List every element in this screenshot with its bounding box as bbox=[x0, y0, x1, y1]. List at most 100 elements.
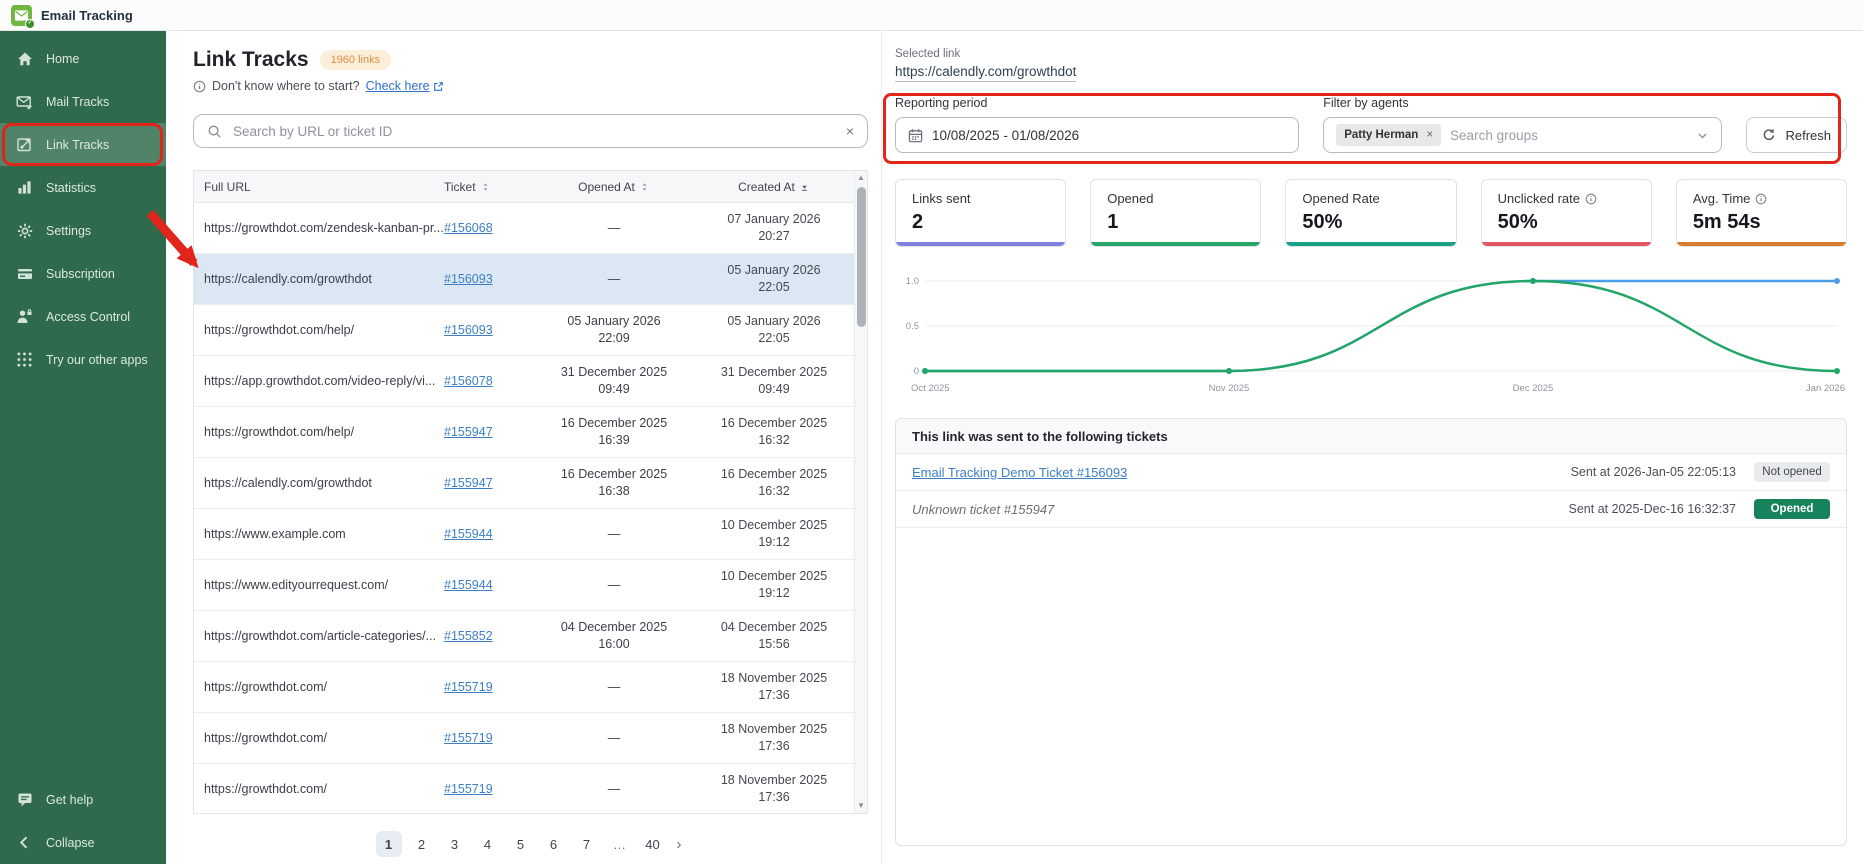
page-6[interactable]: 6 bbox=[541, 831, 567, 857]
opens-chart: 00.51.0Oct 2025Nov 2025Dec 2025Jan 2026 bbox=[895, 267, 1847, 404]
sidebar-item-settings[interactable]: Settings bbox=[0, 209, 166, 252]
ticket-link[interactable]: #156068 bbox=[444, 221, 493, 235]
page-7[interactable]: 7 bbox=[574, 831, 600, 857]
full-url: https://www.example.com bbox=[194, 526, 444, 543]
table-row[interactable]: https://growthdot.com/#155719—18 Novembe… bbox=[194, 713, 854, 764]
refresh-button[interactable]: Refresh bbox=[1746, 117, 1847, 153]
gear-icon bbox=[16, 222, 33, 239]
table-row[interactable]: https://www.edityourrequest.com/#155944 —… bbox=[194, 560, 854, 611]
sidebar-item-statistics[interactable]: Statistics bbox=[0, 166, 166, 209]
sidebar: Home Mail Tracks Link Tracks StatisticsSett… bbox=[0, 31, 166, 864]
opened-at: — bbox=[534, 577, 694, 594]
sidebar-item-home[interactable]: Home bbox=[0, 37, 166, 80]
sidebar-item-link-tracks[interactable]: Link Tracks bbox=[0, 123, 166, 166]
table-row[interactable]: https://app.growthdot.com/video-reply/vi… bbox=[194, 356, 854, 407]
clear-search-icon[interactable]: × bbox=[846, 123, 854, 139]
ticket-link[interactable]: #155947 bbox=[444, 476, 493, 490]
ticket-title-link[interactable]: Email Tracking Demo Ticket #156093 bbox=[912, 465, 1127, 480]
main-content: Link Tracks 1960 links Don't know where … bbox=[166, 31, 1863, 864]
page-title: Link Tracks bbox=[193, 48, 309, 72]
svg-text:0.5: 0.5 bbox=[906, 321, 919, 332]
table-row[interactable]: https://calendly.com/growthdot#15594716 … bbox=[194, 458, 854, 509]
stat-value: 50% bbox=[1498, 211, 1635, 234]
scrollbar-thumb[interactable] bbox=[857, 187, 866, 327]
scroll-down-icon[interactable]: ▼ bbox=[855, 799, 867, 813]
table-row[interactable]: https://growthdot.com/#155719—18 Novembe… bbox=[194, 764, 854, 814]
sidebar-item-collapse[interactable]: Collapse bbox=[0, 821, 166, 864]
page-40[interactable]: 40 bbox=[640, 831, 666, 857]
stat-value: 2 bbox=[912, 211, 1049, 234]
sent-at: Sent at 2025-Dec-16 16:32:37 bbox=[1569, 502, 1736, 516]
sidebar-item-try-other-apps[interactable]: Try our other apps bbox=[0, 338, 166, 381]
page-4[interactable]: 4 bbox=[475, 831, 501, 857]
refresh-icon bbox=[1762, 128, 1776, 142]
column-header-created-at[interactable]: Created At bbox=[694, 180, 854, 194]
search-input[interactable] bbox=[231, 123, 837, 140]
sidebar-nav: Home Mail Tracks Link Tracks StatisticsSett… bbox=[0, 31, 166, 381]
ticket-link[interactable]: #156093 bbox=[444, 323, 493, 337]
table-row[interactable]: https://growthdot.com/article-categories… bbox=[194, 611, 854, 662]
table-row[interactable]: https://www.example.com#155944—10 Decemb… bbox=[194, 509, 854, 560]
table-row[interactable]: https://growthdot.com/help/#15594716 Dec… bbox=[194, 407, 854, 458]
sidebar-item-label: Link Tracks bbox=[46, 138, 109, 152]
ticket-link[interactable]: #155852 bbox=[444, 629, 493, 643]
reporting-period-input[interactable]: 10/08/2025 - 01/08/2026 bbox=[895, 117, 1299, 153]
mail-icon bbox=[16, 93, 33, 110]
stats-icon bbox=[16, 179, 33, 196]
calendar-icon bbox=[908, 128, 923, 143]
scroll-up-icon[interactable]: ▲ bbox=[855, 171, 867, 185]
table-row[interactable]: https://growthdot.com/help/#15609305 Jan… bbox=[194, 305, 854, 356]
ticket-link[interactable]: #155719 bbox=[444, 731, 493, 745]
ticket-link[interactable]: #155944 bbox=[444, 527, 493, 541]
full-url: https://calendly.com/growthdot bbox=[194, 271, 444, 288]
ticket-link[interactable]: #156093 bbox=[444, 272, 493, 286]
person-lock-icon bbox=[16, 308, 33, 325]
sidebar-item-subscription[interactable]: Subscription bbox=[0, 252, 166, 295]
page-5[interactable]: 5 bbox=[508, 831, 534, 857]
ticket-link[interactable]: #155947 bbox=[444, 425, 493, 439]
svg-text:Nov 2025: Nov 2025 bbox=[1209, 383, 1250, 394]
tickets-card: This link was sent to the following tick… bbox=[895, 418, 1847, 846]
info-icon bbox=[193, 80, 206, 93]
sidebar-item-access-control[interactable]: Access Control bbox=[0, 295, 166, 338]
full-url: https://growthdot.com/zendesk-kanban-pr.… bbox=[194, 220, 444, 237]
next-page-icon[interactable]: › bbox=[673, 836, 686, 853]
svg-text:Oct 2025: Oct 2025 bbox=[911, 383, 950, 394]
info-icon[interactable] bbox=[1755, 193, 1767, 205]
page-2[interactable]: 2 bbox=[409, 831, 435, 857]
svg-text:Jan 2026: Jan 2026 bbox=[1806, 383, 1845, 394]
apps-grid-icon bbox=[16, 351, 33, 368]
opened-at: — bbox=[534, 730, 694, 747]
column-header-opened-at[interactable]: Opened At bbox=[534, 180, 694, 194]
ticket-link[interactable]: #155719 bbox=[444, 782, 493, 796]
column-header-ticket[interactable]: Ticket bbox=[444, 180, 534, 194]
page-3[interactable]: 3 bbox=[442, 831, 468, 857]
svg-text:Dec 2025: Dec 2025 bbox=[1513, 383, 1554, 394]
external-link-icon bbox=[433, 81, 444, 92]
full-url: https://growthdot.com/ bbox=[194, 781, 444, 798]
stat-label: Avg. Time bbox=[1693, 191, 1751, 206]
sidebar-item-label: Home bbox=[46, 52, 79, 66]
info-icon[interactable] bbox=[1585, 193, 1597, 205]
stat-accent-bar bbox=[1286, 242, 1455, 246]
check-here-link[interactable]: Check here bbox=[366, 79, 444, 93]
sent-at: Sent at 2026-Jan-05 22:05:13 bbox=[1571, 465, 1736, 479]
table-row[interactable]: https://growthdot.com/zendesk-kanban-pr.… bbox=[194, 203, 854, 254]
selected-link-value[interactable]: https://calendly.com/growthdot bbox=[895, 64, 1076, 82]
chip-remove-icon[interactable]: × bbox=[1426, 129, 1433, 141]
sidebar-item-get-help[interactable]: Get help bbox=[0, 778, 166, 821]
ticket-link[interactable]: #155944 bbox=[444, 578, 493, 592]
stat-label: Unclicked rate bbox=[1498, 191, 1580, 206]
full-url: https://www.edityourrequest.com/ bbox=[194, 577, 444, 594]
table-scrollbar[interactable]: ▲ ▼ bbox=[854, 171, 867, 813]
page-1[interactable]: 1 bbox=[376, 831, 402, 857]
agents-select[interactable]: Patty Herman × Search groups bbox=[1323, 117, 1722, 153]
table-body: https://growthdot.com/zendesk-kanban-pr.… bbox=[194, 203, 854, 813]
ticket-link[interactable]: #155719 bbox=[444, 680, 493, 694]
pagination-ellipsis: … bbox=[607, 831, 633, 857]
table-row[interactable]: https://calendly.com/growthdot#156093—05… bbox=[194, 254, 854, 305]
table-row[interactable]: https://growthdot.com/#155719—18 Novembe… bbox=[194, 662, 854, 713]
ticket-link[interactable]: #156078 bbox=[444, 374, 493, 388]
opened-at: — bbox=[534, 526, 694, 543]
sidebar-item-mail-tracks[interactable]: Mail Tracks bbox=[0, 80, 166, 123]
